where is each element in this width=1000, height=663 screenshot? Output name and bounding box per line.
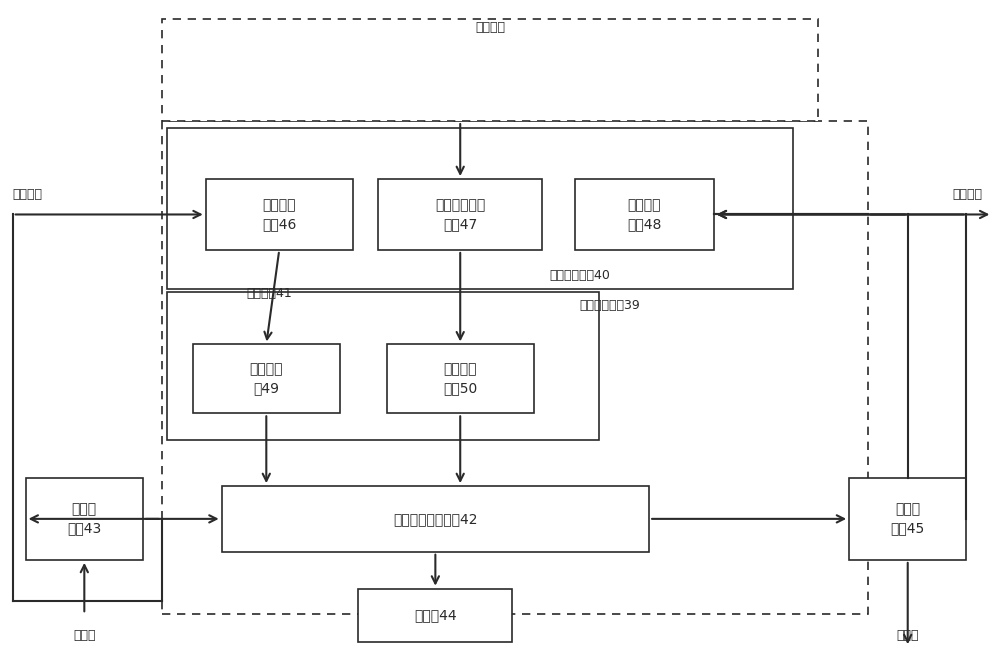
Bar xyxy=(206,179,353,250)
Bar xyxy=(162,121,868,614)
Text: 模糊逻辑决策模块42: 模糊逻辑决策模块42 xyxy=(393,512,478,526)
Text: 模拟器44: 模拟器44 xyxy=(414,609,457,623)
Text: 规则库单
元49: 规则库单 元49 xyxy=(250,362,283,396)
Bar xyxy=(222,486,649,552)
Bar xyxy=(387,344,534,413)
Bar xyxy=(193,344,340,413)
Bar xyxy=(378,179,542,250)
Bar xyxy=(26,478,143,560)
Text: 隶属函数
单元50: 隶属函数 单元50 xyxy=(443,362,477,396)
Text: 模糊规则: 模糊规则 xyxy=(13,188,43,202)
Text: 输入量: 输入量 xyxy=(73,629,96,642)
Text: 模糊化
接口43: 模糊化 接口43 xyxy=(67,502,101,536)
Bar xyxy=(167,292,599,440)
Text: 模糊推理器件39: 模糊推理器件39 xyxy=(580,299,640,312)
Text: 状态信息
单元48: 状态信息 单元48 xyxy=(627,198,661,231)
Text: 存储模块41: 存储模块41 xyxy=(246,287,292,300)
Text: 输出量: 输出量 xyxy=(896,629,919,642)
Bar xyxy=(849,478,966,560)
Bar xyxy=(162,19,818,121)
Text: 控制状态: 控制状态 xyxy=(952,188,982,202)
Text: 外界交互模块40: 外界交互模块40 xyxy=(550,269,611,282)
Text: 隶属函数: 隶属函数 xyxy=(475,21,505,34)
Bar xyxy=(575,179,714,250)
Bar xyxy=(358,589,512,642)
Text: 规则更新
单元46: 规则更新 单元46 xyxy=(262,198,296,231)
Text: 解模糊
接口45: 解模糊 接口45 xyxy=(891,502,925,536)
Text: 隶属函数更新
单元47: 隶属函数更新 单元47 xyxy=(435,198,485,231)
Bar xyxy=(167,128,793,289)
